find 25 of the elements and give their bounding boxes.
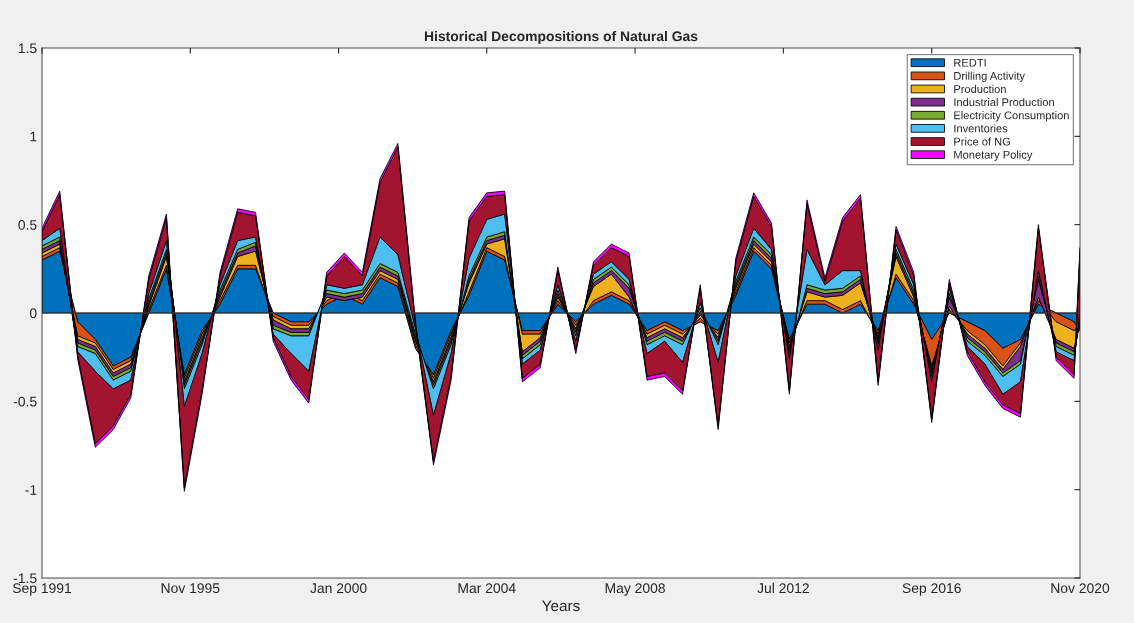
legend-label: Price of NG — [954, 137, 1010, 146]
x-tick-label: Nov 1995 — [161, 583, 220, 594]
x-tick-label: Jul 2012 — [757, 582, 809, 594]
x-tick-label: Sep 2016 — [902, 583, 961, 596]
x-tick-label: Sep 1991 — [12, 583, 72, 596]
legend-label: Industrial Production — [954, 97, 1054, 107]
legend-label: REDTI — [954, 58, 986, 67]
legend-label: Electricity Consumption — [954, 111, 1069, 122]
chart-title: Historical Decompositions of Natural Gas — [424, 30, 698, 44]
legend-label: Inventories — [954, 124, 1008, 133]
y-tick-label: 1 — [30, 131, 37, 142]
legend-label: Monetary Policy — [954, 150, 1033, 161]
y-tick-label: 0.5 — [18, 220, 37, 230]
y-tick-label: 1.5 — [18, 43, 37, 54]
y-tick-label: -1.5 — [13, 573, 37, 584]
x-axis-title: Years — [542, 600, 580, 612]
legend-label: Drilling Activity — [954, 71, 1025, 83]
x-tick-label: Jan 2000 — [310, 583, 367, 594]
y-tick-label: -1 — [25, 485, 37, 495]
x-tick-label: Nov 2020 — [1051, 583, 1110, 594]
x-tick-label: May 2008 — [605, 583, 665, 596]
y-tick-label: 0 — [29, 308, 37, 319]
y-tick-label: -0.5 — [13, 396, 37, 407]
legend-label: Production — [954, 84, 1006, 93]
x-tick-label: Mar 2004 — [458, 583, 516, 594]
